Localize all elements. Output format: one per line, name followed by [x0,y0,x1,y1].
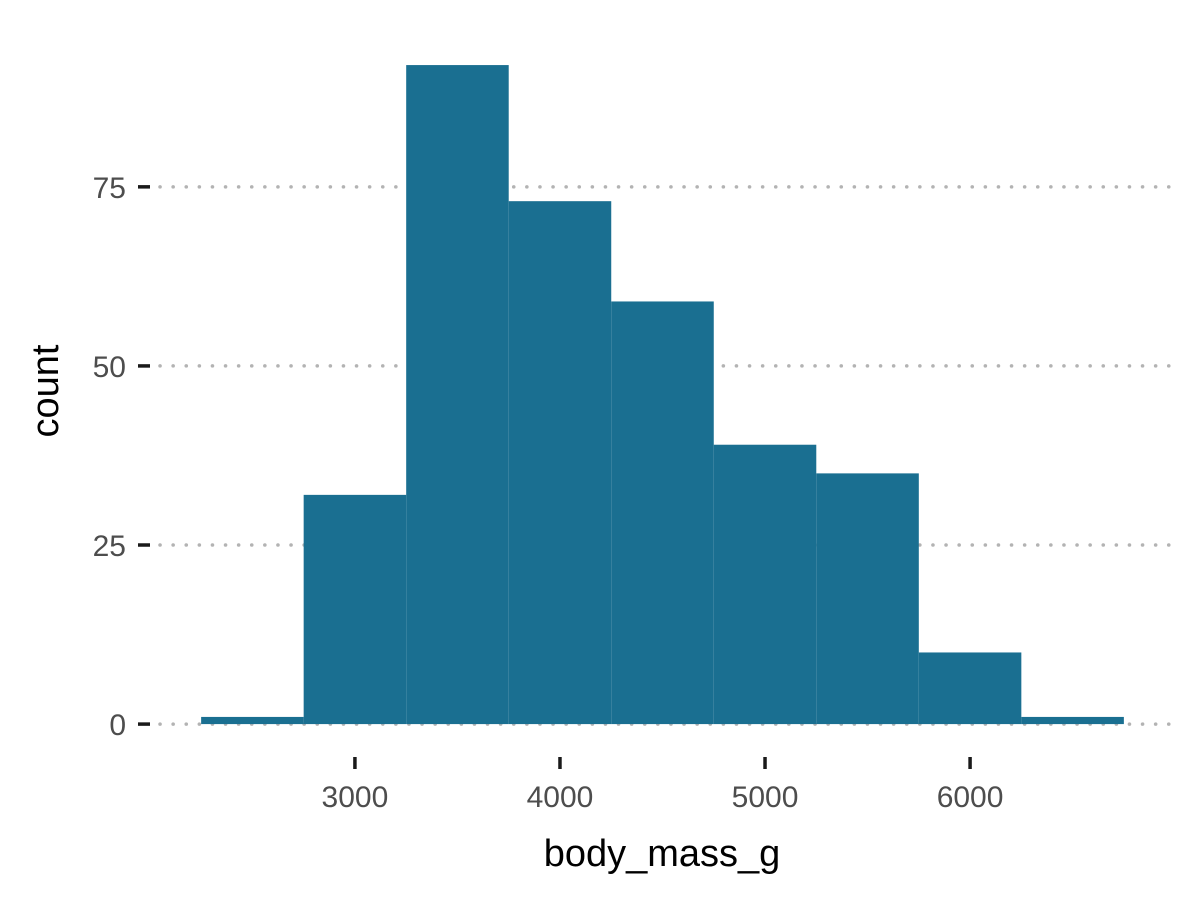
histogram-bar-8 [918,652,1022,725]
histogram-bar-3 [406,65,509,725]
histogram-bar-5 [611,301,714,725]
x-tick-label-5000: 5000 [732,781,799,814]
x-tick-label-4000: 4000 [527,781,594,814]
y-tick-label-0: 0 [109,709,126,742]
y-tick-label-75: 75 [93,172,126,205]
histogram-bar-1 [201,716,304,725]
x-axis: 3000 4000 5000 6000 [322,757,1004,814]
x-axis-title: body_mass_g [544,833,781,875]
x-tick-label-6000: 6000 [937,781,1004,814]
y-axis-title: count [25,344,67,437]
histogram-bar-9 [1021,716,1124,725]
histogram-bar-4 [508,201,612,725]
y-axis: 0 25 50 75 [93,172,150,742]
histogram-bar-6 [713,444,817,725]
histogram-bar-7 [816,473,919,725]
y-tick-label-25: 25 [93,530,126,563]
histogram-bars [201,65,1124,725]
histogram-bar-2 [303,494,407,725]
x-tick-label-3000: 3000 [322,781,389,814]
y-tick-label-50: 50 [93,351,126,384]
